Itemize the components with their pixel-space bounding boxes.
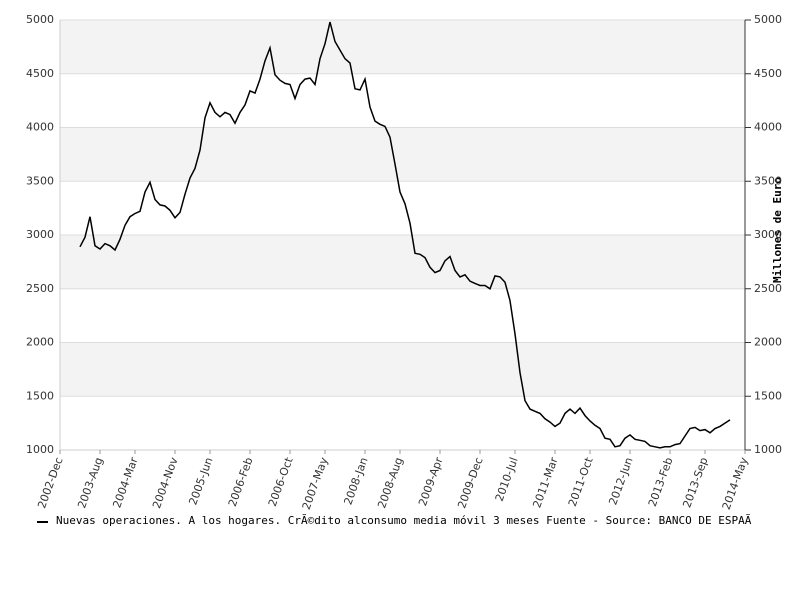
x-tick-label: 2011-Mar — [530, 455, 560, 509]
x-tick-label: 2006-Feb — [226, 456, 256, 509]
x-tick-label: 2003-Aug — [75, 456, 105, 510]
y-tick-label: 4500 — [26, 67, 54, 80]
x-tick-label: 2008-Aug — [375, 456, 405, 510]
x-tick-label: 2012-Jun — [606, 456, 635, 507]
x-tick-label: 2002-Dec — [35, 456, 65, 510]
x-tick-label: 2014-May — [720, 455, 751, 511]
y2-axis-label: Millones de Euro — [771, 177, 784, 283]
y-tick-label: 2000 — [26, 336, 54, 349]
x-tick-label: 2011-Oct — [566, 455, 596, 508]
x-tick-label: 2008-Jan — [341, 456, 370, 507]
y2-tick-label: 4500 — [754, 67, 782, 80]
x-tick-label: 2010-Jul — [493, 456, 521, 504]
y-tick-label: 3000 — [26, 228, 54, 241]
y2-tick-label: 5000 — [754, 13, 782, 26]
x-tick-label: 2009-Apr — [416, 455, 446, 508]
x-tick-label: 2013-Sep — [680, 456, 710, 510]
x-tick-label: 2006-Oct — [266, 455, 296, 508]
legend-label: Nuevas operaciones. A los hogares. CrÃ©d… — [56, 514, 752, 527]
y2-tick-label: 1000 — [754, 443, 782, 456]
grid-band — [60, 342, 745, 397]
x-tick-label: 2005-Jun — [186, 456, 215, 507]
x-tick-label: 2013-Feb — [646, 456, 676, 509]
x-tick-label: 2007-May — [300, 455, 331, 511]
y-tick-label: 4000 — [26, 121, 54, 134]
grid-band — [60, 127, 745, 182]
grid-band — [60, 235, 745, 289]
x-tick-label: 2004-Mar — [110, 455, 140, 509]
y2-tick-label: 3000 — [754, 228, 782, 241]
y-tick-label: 3500 — [26, 174, 54, 187]
y-tick-label: 1500 — [26, 389, 54, 402]
y2-tick-label: 4000 — [754, 121, 782, 134]
data-line — [79, 21, 731, 449]
y2-tick-label: 1500 — [754, 389, 782, 402]
y2-tick-label: 2000 — [754, 336, 782, 349]
x-tick-label: 2004-Nov — [150, 455, 181, 510]
y-tick-label: 1000 — [26, 443, 54, 456]
y-tick-label: 5000 — [26, 13, 54, 26]
y-tick-label: 2500 — [26, 282, 54, 295]
grid-band — [60, 20, 745, 74]
y2-tick-label: 3500 — [754, 174, 782, 187]
x-tick-label: 2009-Dec — [455, 456, 485, 510]
y2-tick-label: 2500 — [754, 282, 782, 295]
